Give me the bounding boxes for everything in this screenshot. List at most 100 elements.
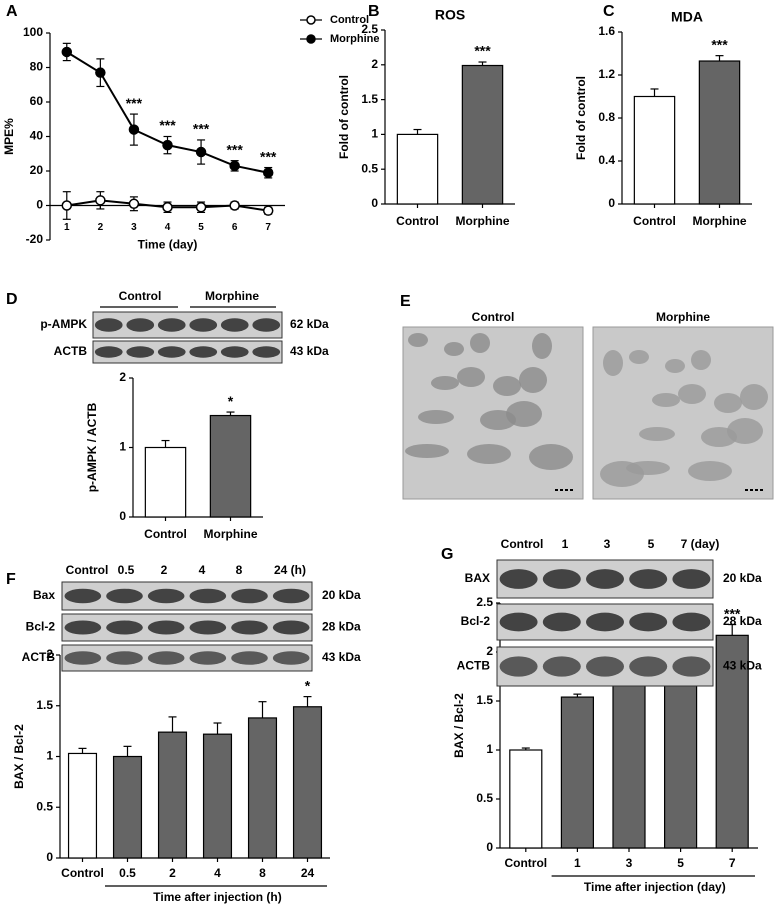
blot-band [147,588,185,604]
bar [698,60,741,205]
organelle [480,410,516,430]
x-tick-label: 2 [98,222,104,233]
x-tick-label: Control [61,866,104,880]
group-label: Control [119,289,162,303]
organelle [701,427,737,447]
significance: *** [711,36,728,52]
blot-label: Bax [33,588,55,602]
point [195,201,207,213]
organelle [529,444,573,470]
point [229,200,240,211]
y-tick-label: 1 [371,127,378,141]
significance: * [228,393,234,409]
organelle [714,393,742,413]
x-tick-label: 7 [265,222,271,233]
bar [664,657,698,849]
y-axis-label: Fold of control [574,76,588,160]
organelle [431,376,459,390]
y-tick-label: 0 [371,196,378,210]
blot-band [157,318,186,332]
y-tick-label: 2 [119,370,126,384]
lane-label: Control [66,563,109,577]
chart-title: ROS [435,7,465,23]
bar [209,414,252,518]
lane-label: 2 [161,563,168,577]
y-tick-label: 1.6 [598,24,615,38]
significance: *** [260,148,277,164]
x-tick-label: 3 [131,222,137,233]
blot-strip [61,581,313,611]
organelle [678,384,706,404]
bar [112,755,143,859]
x-tick-label: 5 [198,222,204,233]
point [262,167,274,178]
y-tick-label: 1.5 [36,698,53,712]
lane-label: 7 (day) [681,537,720,551]
blot-band [189,651,227,665]
image-label: Control [472,310,515,324]
x-tick-label: 1 [574,856,581,870]
x-tick-label: 7 [729,856,736,870]
y-tick-label: 1.2 [598,67,615,81]
lane-label: 8 [236,563,243,577]
organelle [457,367,485,387]
x-tick-label: 0.5 [119,866,136,880]
bar [396,133,439,205]
blot-band [189,346,218,358]
blot-label: ACTB [22,650,56,664]
y-tick-label: 2.5 [476,595,493,609]
blot-label: Bcl-2 [461,614,491,628]
point [61,46,73,58]
chart-title: MDA [671,9,703,25]
point [229,160,240,172]
y-tick-label: 1 [46,749,53,763]
blot-band [499,612,538,632]
point [128,198,140,210]
y-tick-label: 1.5 [476,693,493,707]
x-tick-label: 4 [165,222,171,233]
lane-label: 1 [562,537,569,551]
bar [509,749,543,849]
blot-band [106,588,143,604]
blot-size: 20 kDa [322,588,361,602]
y-tick-label: 0 [608,196,615,210]
blot-band [126,346,155,358]
blot-label: ACTB [457,659,491,673]
blot-band [629,656,668,677]
x-tick-label: Morphine [456,214,510,228]
blot-band [542,656,581,677]
significance: *** [159,117,176,133]
blot-band [672,656,711,677]
organelle [444,342,464,356]
x-axis-label: Time after injection (day) [584,880,726,894]
y-tick-label: 20 [30,163,44,177]
organelle [408,333,428,347]
blot-band [231,588,268,604]
panel-letter: E [400,293,411,310]
image-label: Morphine [656,310,710,324]
blot-band [189,318,218,332]
x-tick-label: 3 [626,856,633,870]
organelle [519,367,547,393]
point [95,67,106,78]
blot-band [64,588,102,604]
organelle [467,444,511,464]
blot-band [147,651,185,665]
blot-band [542,569,581,589]
organelle [405,444,449,458]
organelle [532,333,552,359]
bar [633,95,676,205]
blot-band [499,569,538,589]
panel-letter: B [368,3,380,20]
y-axis-label: BAX / Bcl-2 [12,724,26,789]
panel-letter: G [441,546,453,563]
blot-band [629,612,668,632]
blot-size: 43 kDa [723,659,762,673]
lane-label: 0.5 [118,563,135,577]
y-tick-label: 2 [371,57,378,71]
y-axis-label: Fold of control [337,75,351,159]
x-tick-label: Control [504,856,547,870]
bar [612,675,646,849]
x-tick-label: 8 [259,866,266,880]
lane-label: 5 [648,537,655,551]
